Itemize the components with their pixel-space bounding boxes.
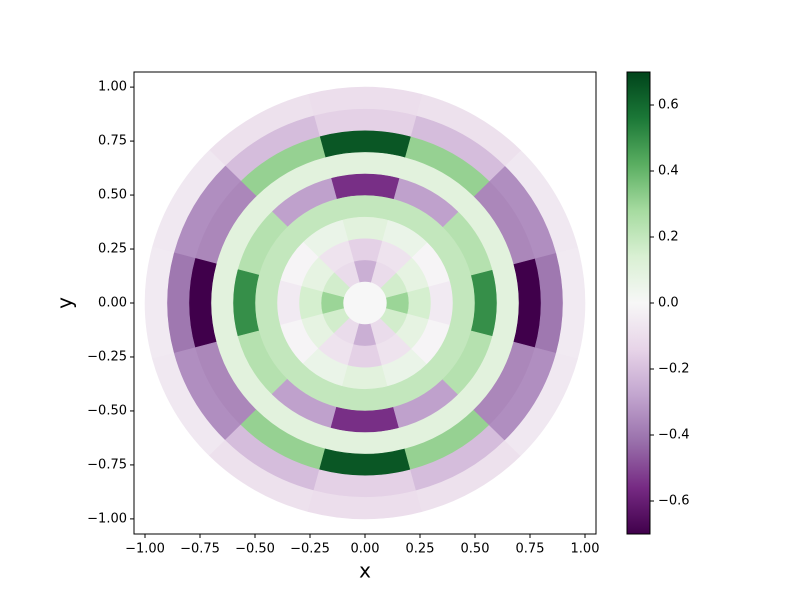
colorbar-tick-label: −0.4 [658,428,690,443]
colorbar-tick-label: 0.2 [658,230,679,245]
x-tick-label: −0.50 [235,542,275,557]
y-tick-label: 0.50 [98,188,127,203]
cell [336,194,394,220]
y-tick-label: −1.00 [87,511,127,526]
cell [232,269,260,337]
x-tick-label: 0.75 [516,542,545,557]
colorbar-tick-label: 0.4 [658,164,679,179]
y-tick-label: 0.00 [98,296,127,311]
y-tick-label: −0.25 [87,349,127,364]
y-tick-label: 0.75 [98,134,127,149]
y-tick-label: −0.75 [87,457,127,472]
cell [330,406,400,433]
x-tick-label: 0.50 [461,542,490,557]
cell [276,280,302,326]
cell [330,173,400,200]
cell [449,274,476,332]
cell [254,274,281,332]
y-axis-label: y [53,297,77,309]
cell [341,365,389,390]
x-axis-label: x [359,559,371,583]
x-tick-label: 0.25 [406,542,435,557]
x-tick-label: 0.00 [351,542,380,557]
colorbar-tick-label: −0.2 [658,362,690,377]
cell [470,269,498,337]
x-tick-label: 1.00 [571,542,600,557]
y-tick-label: 1.00 [98,80,127,95]
x-tick-label: −1.00 [125,542,165,557]
colorbar-tick-label: 0.6 [658,98,679,113]
x-tick-label: −0.75 [180,542,220,557]
y-tick-label: 0.25 [98,242,127,257]
cell [341,216,389,241]
cell [407,285,432,321]
cell [504,352,578,457]
cell [347,344,383,369]
x-tick-label: −0.25 [290,542,330,557]
colorbar-tick-label: 0.0 [658,296,679,311]
colorbar-tick-label: −0.6 [658,494,690,509]
y-tick-label: −0.50 [87,403,127,418]
cell [428,280,454,326]
cell [347,237,383,262]
cell [336,386,394,412]
cell [298,285,323,321]
colorbar [626,71,651,535]
